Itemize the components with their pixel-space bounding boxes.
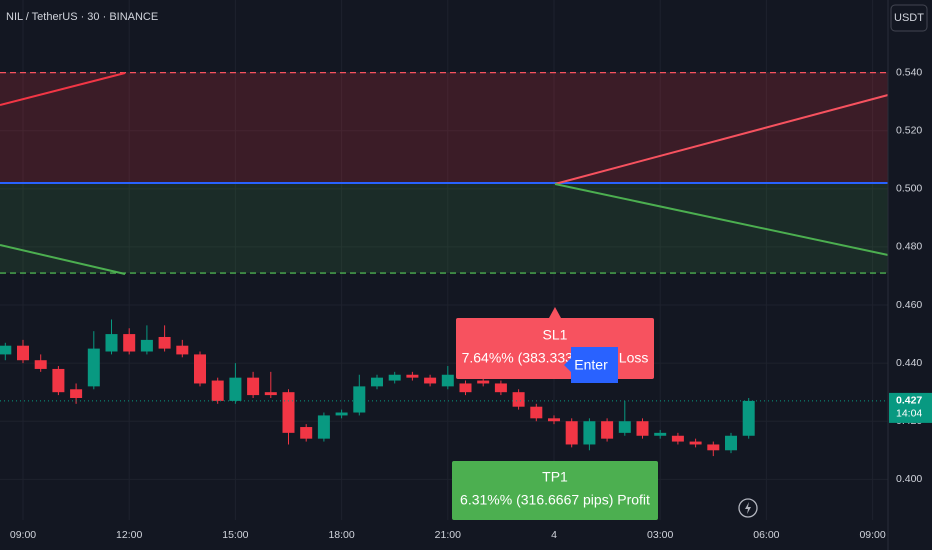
candle-body bbox=[565, 421, 578, 445]
icon-bolt[interactable] bbox=[745, 502, 751, 514]
candle-body bbox=[530, 406, 543, 419]
candle-body bbox=[441, 374, 454, 387]
candle-body bbox=[371, 377, 383, 387]
axes: 0.4000.4200.4400.4600.4800.5000.5200.540… bbox=[10, 66, 932, 541]
candle-body bbox=[353, 386, 366, 413]
candle-body bbox=[494, 383, 507, 393]
candle-body bbox=[725, 435, 737, 451]
last-price-label: 0.427 bbox=[896, 395, 922, 407]
candle-body bbox=[406, 374, 419, 378]
x-tick-label: 09:00 bbox=[10, 529, 36, 541]
icon-ring[interactable] bbox=[738, 498, 758, 518]
x-tick-label: 12:00 bbox=[116, 529, 142, 541]
candle-body bbox=[105, 334, 118, 352]
candle-body bbox=[211, 380, 224, 401]
replay-icon[interactable] bbox=[738, 498, 758, 518]
y-tick-label: 0.540 bbox=[896, 66, 922, 78]
x-tick-label: 03:00 bbox=[647, 529, 673, 541]
target-zone bbox=[0, 183, 888, 274]
candle-body bbox=[689, 441, 702, 445]
candle-body bbox=[707, 444, 720, 451]
candle-body bbox=[17, 345, 29, 361]
candle-body bbox=[158, 336, 171, 349]
y-tick-label: 0.460 bbox=[896, 299, 922, 311]
currency-label[interactable]: USDT bbox=[894, 12, 924, 24]
candle-body bbox=[548, 418, 560, 422]
candle-body bbox=[424, 377, 437, 384]
candles bbox=[0, 319, 888, 457]
candle-body bbox=[636, 421, 649, 436]
pointer bbox=[549, 307, 561, 318]
trend-line bbox=[0, 244, 126, 275]
entry-box[interactable]: Enter bbox=[564, 347, 618, 383]
symbol-title: NIL / TetherUS · 30 · BINANCE bbox=[6, 11, 158, 23]
candle-body bbox=[601, 421, 614, 439]
currency-button[interactable] bbox=[890, 4, 928, 32]
candle-body bbox=[282, 392, 295, 433]
y-tick-label: 0.520 bbox=[896, 125, 922, 137]
grid bbox=[0, 0, 888, 520]
decorations bbox=[0, 72, 889, 275]
trend-line bbox=[554, 183, 889, 256]
stop-zone bbox=[0, 72, 888, 184]
candle-body bbox=[247, 377, 260, 396]
candle-body bbox=[264, 392, 277, 396]
target-title: TP1 bbox=[542, 469, 568, 485]
candle-body bbox=[583, 421, 596, 445]
x-tick-label: 21:00 bbox=[435, 529, 461, 541]
candle-body bbox=[0, 345, 12, 355]
target-label-box: TP1 6.31%% (316.6667 pips) Profit bbox=[452, 461, 658, 520]
x-tick-label: 4 bbox=[551, 529, 557, 541]
x-tick-label: 09:00 bbox=[859, 529, 885, 541]
trend-line bbox=[554, 94, 889, 185]
entry-label[interactable]: Enter bbox=[574, 357, 608, 373]
last-price-tag bbox=[889, 392, 932, 423]
candle-body bbox=[512, 392, 525, 407]
zones bbox=[0, 71, 888, 274]
candle-body bbox=[87, 348, 100, 387]
candle-body bbox=[671, 435, 684, 442]
candle-body bbox=[459, 383, 472, 393]
countdown: 14:04 bbox=[896, 408, 922, 420]
candle-body bbox=[388, 374, 401, 381]
x-tick-label: 18:00 bbox=[328, 529, 354, 541]
candle-body bbox=[229, 377, 242, 401]
stop-text: 7.64%% (383.3333 pips) Loss bbox=[462, 350, 649, 366]
entry-bg[interactable] bbox=[564, 347, 618, 383]
candle-body bbox=[335, 412, 348, 416]
y-tick-label: 0.480 bbox=[896, 241, 922, 253]
x-tick-label: 06:00 bbox=[753, 529, 779, 541]
y-tick-label: 0.400 bbox=[896, 473, 922, 485]
candle-body bbox=[70, 389, 83, 398]
candle-body bbox=[140, 339, 153, 352]
candle-body bbox=[654, 432, 667, 436]
candle-body bbox=[34, 360, 47, 369]
stop-title: SL1 bbox=[543, 327, 568, 343]
candle-body bbox=[52, 368, 65, 393]
candle-body bbox=[123, 334, 136, 352]
target-text: 6.31%% (316.6667 pips) Profit bbox=[460, 492, 650, 508]
candle-body bbox=[477, 380, 490, 384]
candle-body bbox=[176, 345, 189, 355]
target-box bbox=[452, 461, 658, 520]
candle-body bbox=[300, 427, 313, 439]
candle-body bbox=[618, 421, 631, 433]
x-tick-label: 15:00 bbox=[222, 529, 248, 541]
candle-body bbox=[742, 400, 755, 436]
y-tick-label: 0.440 bbox=[896, 357, 922, 369]
candle-body bbox=[194, 354, 206, 384]
candle-body bbox=[317, 415, 330, 439]
y-tick-label: 0.500 bbox=[896, 183, 922, 195]
trend-line bbox=[0, 72, 126, 106]
